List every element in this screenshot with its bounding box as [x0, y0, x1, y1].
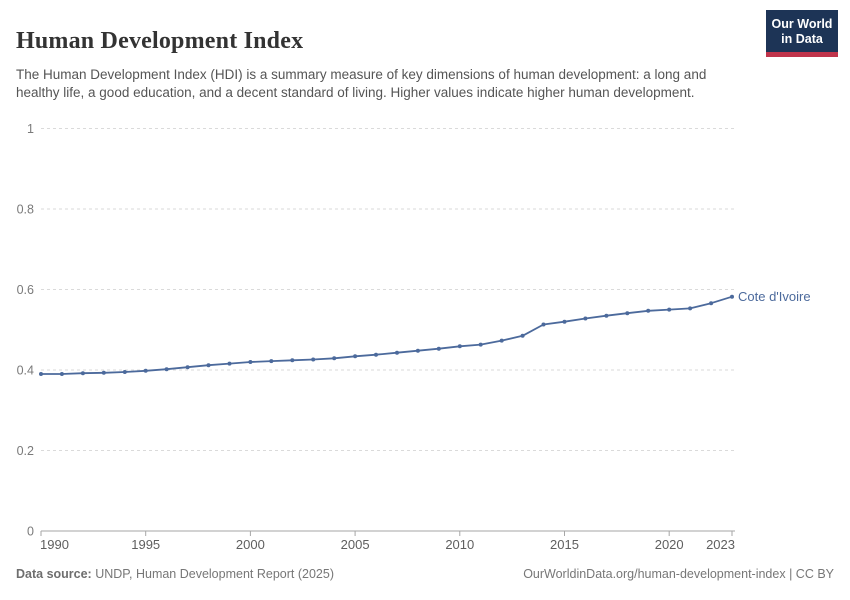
data-point	[646, 308, 651, 313]
data-point	[667, 307, 672, 312]
data-point	[143, 368, 148, 373]
data-point	[457, 344, 462, 349]
data-point	[332, 356, 337, 361]
data-source: Data source: UNDP, Human Development Rep…	[16, 567, 334, 581]
data-point	[583, 316, 588, 321]
y-tick-label: 0.8	[17, 203, 34, 217]
x-tick-label: 2000	[236, 537, 265, 552]
page-title: Human Development Index	[16, 28, 304, 55]
x-tick-label: 2020	[655, 537, 684, 552]
data-point	[395, 350, 399, 355]
y-tick-label: 0	[27, 525, 34, 539]
x-tick-label: 1990	[40, 537, 69, 552]
data-point	[290, 358, 295, 363]
data-point	[39, 372, 43, 376]
data-point	[625, 311, 630, 316]
data-point	[227, 361, 232, 366]
data-point	[436, 346, 441, 351]
data-point	[478, 342, 483, 347]
owid-logo-line1: Our World	[771, 17, 833, 31]
data-point	[709, 301, 714, 306]
data-point	[520, 333, 525, 338]
footer-separator: |	[785, 567, 796, 581]
x-tick-label: 2005	[341, 537, 370, 552]
data-point	[59, 372, 64, 376]
data-point	[604, 313, 609, 318]
data-point	[374, 352, 378, 357]
x-tick-label: 2015	[550, 537, 579, 552]
chart-footer: Data source: UNDP, Human Development Rep…	[0, 567, 850, 581]
y-tick-label: 0.4	[17, 364, 34, 378]
x-tick-label: 2023	[706, 537, 735, 552]
data-point	[101, 370, 106, 375]
data-source-label: Data source:	[16, 567, 92, 581]
data-point	[311, 357, 316, 362]
data-point	[164, 367, 169, 372]
chart-subtitle: The Human Development Index (HDI) is a s…	[16, 66, 707, 100]
license-badge: CC BY	[795, 567, 834, 581]
data-point	[353, 354, 358, 359]
data-point	[688, 306, 693, 311]
data-point	[80, 371, 85, 376]
data-point	[269, 359, 274, 364]
data-line	[40, 295, 733, 375]
y-tick-label: 1	[27, 122, 34, 136]
data-point	[185, 365, 190, 370]
y-tick-label: 0.2	[17, 444, 34, 458]
data-point	[248, 360, 253, 364]
entity-label: Cote d'Ivoire	[738, 289, 811, 304]
data-point	[730, 294, 734, 299]
owid-logo: Our World in Data	[766, 10, 838, 57]
footer-right: OurWorldinData.org/human-development-ind…	[523, 567, 834, 581]
x-tick-label: 1995	[131, 537, 160, 552]
y-tick-label: 0.6	[17, 283, 34, 297]
data-source-text: UNDP, Human Development Report (2025)	[91, 567, 334, 581]
data-point	[499, 338, 504, 343]
chart-url-link[interactable]: OurWorldinData.org/human-development-ind…	[523, 567, 786, 581]
owid-logo-line2: in Data	[781, 32, 823, 46]
data-point	[122, 370, 127, 374]
x-tick-label: 2010	[445, 537, 474, 552]
data-point	[562, 319, 567, 324]
data-point	[206, 363, 211, 368]
data-point	[541, 322, 546, 327]
data-point	[415, 348, 420, 353]
